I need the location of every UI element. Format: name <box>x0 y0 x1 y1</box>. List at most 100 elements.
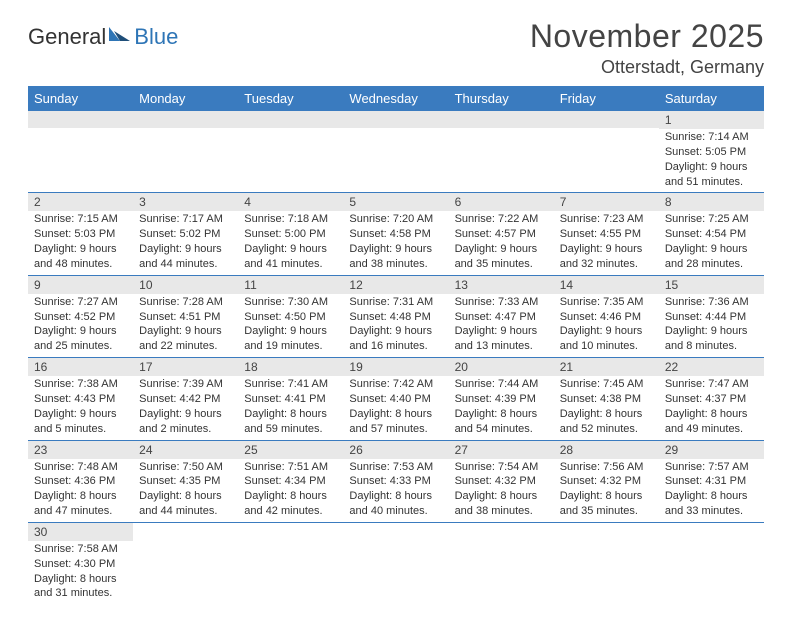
day-number: 27 <box>449 441 554 459</box>
day-details: Sunrise: 7:28 AMSunset: 4:51 PMDaylight:… <box>133 294 238 357</box>
day-number: 10 <box>133 276 238 294</box>
day-details: Sunrise: 7:44 AMSunset: 4:39 PMDaylight:… <box>449 376 554 439</box>
day-day1: Daylight: 8 hours <box>560 407 653 422</box>
empty-daynum-band <box>133 111 238 128</box>
day-number: 16 <box>28 358 133 376</box>
day-number: 24 <box>133 441 238 459</box>
weekday-sunday: Sunday <box>28 86 133 111</box>
day-day2: and 42 minutes. <box>244 504 337 519</box>
day-details: Sunrise: 7:22 AMSunset: 4:57 PMDaylight:… <box>449 211 554 274</box>
day-day1: Daylight: 9 hours <box>665 242 758 257</box>
day-number: 1 <box>659 111 764 129</box>
day-details: Sunrise: 7:14 AMSunset: 5:05 PMDaylight:… <box>659 129 764 192</box>
calendar-cell: 24Sunrise: 7:50 AMSunset: 4:35 PMDayligh… <box>133 440 238 522</box>
day-details: Sunrise: 7:30 AMSunset: 4:50 PMDaylight:… <box>238 294 343 357</box>
day-day2: and 19 minutes. <box>244 339 337 354</box>
day-day1: Daylight: 8 hours <box>349 407 442 422</box>
day-sunrise: Sunrise: 7:33 AM <box>455 295 548 310</box>
day-number: 18 <box>238 358 343 376</box>
calendar-cell <box>554 111 659 193</box>
calendar-cell: 5Sunrise: 7:20 AMSunset: 4:58 PMDaylight… <box>343 193 448 275</box>
day-sunrise: Sunrise: 7:56 AM <box>560 460 653 475</box>
day-day1: Daylight: 8 hours <box>349 489 442 504</box>
day-sunset: Sunset: 4:35 PM <box>139 474 232 489</box>
day-details: Sunrise: 7:38 AMSunset: 4:43 PMDaylight:… <box>28 376 133 439</box>
day-sunset: Sunset: 4:48 PM <box>349 310 442 325</box>
day-number: 30 <box>28 523 133 541</box>
day-day1: Daylight: 8 hours <box>139 489 232 504</box>
day-day2: and 2 minutes. <box>139 422 232 437</box>
calendar-cell: 22Sunrise: 7:47 AMSunset: 4:37 PMDayligh… <box>659 358 764 440</box>
calendar-cell <box>343 111 448 193</box>
day-number: 20 <box>449 358 554 376</box>
calendar-week-row: 23Sunrise: 7:48 AMSunset: 4:36 PMDayligh… <box>28 440 764 522</box>
day-number: 15 <box>659 276 764 294</box>
day-number: 12 <box>343 276 448 294</box>
day-sunset: Sunset: 5:03 PM <box>34 227 127 242</box>
day-details: Sunrise: 7:53 AMSunset: 4:33 PMDaylight:… <box>343 459 448 522</box>
day-sunrise: Sunrise: 7:22 AM <box>455 212 548 227</box>
day-sunset: Sunset: 4:32 PM <box>560 474 653 489</box>
day-day2: and 38 minutes. <box>349 257 442 272</box>
month-title: November 2025 <box>530 18 764 55</box>
calendar-week-row: 30Sunrise: 7:58 AMSunset: 4:30 PMDayligh… <box>28 522 764 604</box>
day-sunset: Sunset: 4:50 PM <box>244 310 337 325</box>
day-day2: and 25 minutes. <box>34 339 127 354</box>
day-details: Sunrise: 7:31 AMSunset: 4:48 PMDaylight:… <box>343 294 448 357</box>
logo-text-blue: Blue <box>134 24 178 50</box>
day-details: Sunrise: 7:39 AMSunset: 4:42 PMDaylight:… <box>133 376 238 439</box>
day-day1: Daylight: 9 hours <box>665 324 758 339</box>
day-day2: and 16 minutes. <box>349 339 442 354</box>
calendar-cell: 17Sunrise: 7:39 AMSunset: 4:42 PMDayligh… <box>133 358 238 440</box>
calendar-cell: 16Sunrise: 7:38 AMSunset: 4:43 PMDayligh… <box>28 358 133 440</box>
day-number: 4 <box>238 193 343 211</box>
day-day2: and 54 minutes. <box>455 422 548 437</box>
calendar-cell: 8Sunrise: 7:25 AMSunset: 4:54 PMDaylight… <box>659 193 764 275</box>
day-details: Sunrise: 7:35 AMSunset: 4:46 PMDaylight:… <box>554 294 659 357</box>
day-sunset: Sunset: 4:43 PM <box>34 392 127 407</box>
calendar-cell: 4Sunrise: 7:18 AMSunset: 5:00 PMDaylight… <box>238 193 343 275</box>
empty-daynum-band <box>449 111 554 128</box>
day-details: Sunrise: 7:54 AMSunset: 4:32 PMDaylight:… <box>449 459 554 522</box>
logo-text-general: General <box>28 24 106 50</box>
day-number: 23 <box>28 441 133 459</box>
day-number: 22 <box>659 358 764 376</box>
day-day1: Daylight: 8 hours <box>455 407 548 422</box>
day-day1: Daylight: 9 hours <box>139 242 232 257</box>
day-number: 5 <box>343 193 448 211</box>
weekday-header-row: Sunday Monday Tuesday Wednesday Thursday… <box>28 86 764 111</box>
day-day2: and 44 minutes. <box>139 504 232 519</box>
day-sunrise: Sunrise: 7:57 AM <box>665 460 758 475</box>
day-day1: Daylight: 9 hours <box>139 324 232 339</box>
day-sunrise: Sunrise: 7:20 AM <box>349 212 442 227</box>
calendar-cell: 10Sunrise: 7:28 AMSunset: 4:51 PMDayligh… <box>133 275 238 357</box>
day-day1: Daylight: 8 hours <box>665 407 758 422</box>
day-sunrise: Sunrise: 7:25 AM <box>665 212 758 227</box>
day-day2: and 13 minutes. <box>455 339 548 354</box>
calendar-week-row: 1Sunrise: 7:14 AMSunset: 5:05 PMDaylight… <box>28 111 764 193</box>
calendar-cell: 25Sunrise: 7:51 AMSunset: 4:34 PMDayligh… <box>238 440 343 522</box>
day-day1: Daylight: 8 hours <box>34 572 127 587</box>
day-sunset: Sunset: 4:32 PM <box>455 474 548 489</box>
day-sunrise: Sunrise: 7:30 AM <box>244 295 337 310</box>
day-sunset: Sunset: 4:51 PM <box>139 310 232 325</box>
day-sunrise: Sunrise: 7:44 AM <box>455 377 548 392</box>
day-day2: and 57 minutes. <box>349 422 442 437</box>
day-details: Sunrise: 7:25 AMSunset: 4:54 PMDaylight:… <box>659 211 764 274</box>
day-number: 21 <box>554 358 659 376</box>
day-day2: and 38 minutes. <box>455 504 548 519</box>
day-details: Sunrise: 7:50 AMSunset: 4:35 PMDaylight:… <box>133 459 238 522</box>
day-sunrise: Sunrise: 7:31 AM <box>349 295 442 310</box>
weekday-friday: Friday <box>554 86 659 111</box>
calendar-cell: 6Sunrise: 7:22 AMSunset: 4:57 PMDaylight… <box>449 193 554 275</box>
calendar-cell: 13Sunrise: 7:33 AMSunset: 4:47 PMDayligh… <box>449 275 554 357</box>
empty-daynum-band <box>28 111 133 128</box>
logo-flag-icon <box>108 25 134 50</box>
day-day2: and 5 minutes. <box>34 422 127 437</box>
weekday-saturday: Saturday <box>659 86 764 111</box>
weekday-wednesday: Wednesday <box>343 86 448 111</box>
empty-daynum-band <box>238 111 343 128</box>
day-day1: Daylight: 8 hours <box>455 489 548 504</box>
day-details: Sunrise: 7:17 AMSunset: 5:02 PMDaylight:… <box>133 211 238 274</box>
calendar-cell: 2Sunrise: 7:15 AMSunset: 5:03 PMDaylight… <box>28 193 133 275</box>
